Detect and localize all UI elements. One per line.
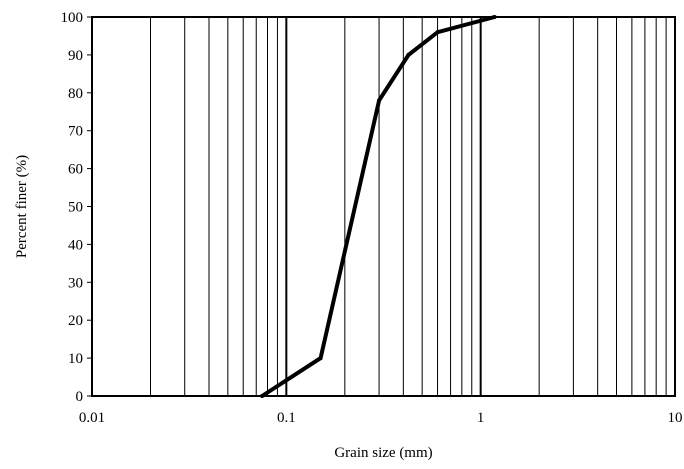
y-tick-label: 70	[68, 124, 83, 140]
series-layer	[260, 15, 497, 398]
x-tick-label: 0.1	[277, 410, 296, 426]
y-tick-label: 80	[68, 86, 83, 102]
data-point	[406, 52, 411, 57]
x-tick-label: 1	[477, 410, 485, 426]
y-tick-label: 60	[68, 162, 83, 178]
y-tick-label: 40	[68, 237, 83, 253]
data-point	[377, 98, 382, 103]
plot-area-frame	[91, 16, 676, 397]
data-point	[435, 30, 440, 35]
data-point	[318, 356, 323, 361]
y-axis-title: Percent finer (%)	[14, 155, 30, 258]
gradation-curve	[261, 15, 496, 398]
x-tick-label: 0.01	[79, 410, 105, 426]
y-tick-label: 0	[76, 389, 84, 405]
x-axis-ticks: 0.01 0.1 1 10	[79, 410, 683, 426]
y-tick-label: 20	[68, 313, 83, 329]
grid-lines	[150, 17, 667, 396]
y-tick-label: 100	[61, 10, 84, 26]
y-tick-label: 50	[68, 200, 83, 216]
y-tick-label: 90	[68, 48, 83, 64]
y-tick-label: 30	[68, 275, 83, 291]
x-axis-title: Grain size (mm)	[334, 445, 432, 461]
y-tick-label: 10	[68, 351, 83, 367]
x-tick-label: 10	[668, 410, 683, 426]
y-axis-ticks: 0 10 20 30 40 50 60 70 80 90 100	[61, 10, 92, 405]
